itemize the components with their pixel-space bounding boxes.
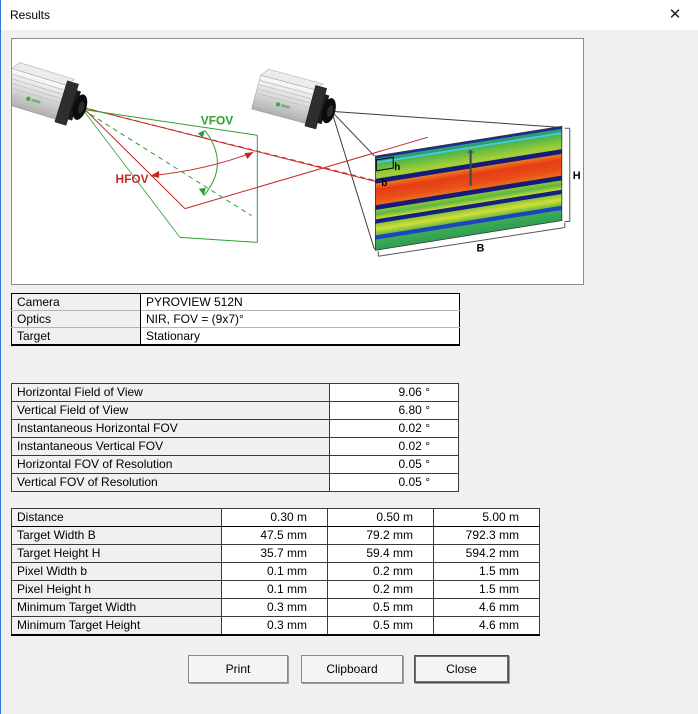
column-header: Distance — [11, 508, 222, 527]
projection-lines — [331, 110, 559, 250]
hfov-lines — [82, 106, 429, 210]
row-label: Camera — [11, 293, 141, 311]
row-label: Horizontal Field of View — [11, 383, 330, 402]
row-label: Target Height H — [11, 544, 222, 563]
column-header: 5.00 m — [433, 508, 540, 527]
pixel-width-label: b — [381, 178, 387, 189]
row-label: Instantaneous Vertical FOV — [11, 437, 330, 456]
row-label: Minimum Target Height — [11, 616, 222, 635]
cell-value: 0.2 mm — [327, 562, 434, 581]
table-row: Target Height H 35.7 mm 59.4 mm 594.2 mm — [11, 544, 540, 563]
column-header: 0.30 m — [221, 508, 328, 527]
table-row: Horizontal FOV of Resolution 0.05 ° — [11, 455, 459, 474]
cell-value: Stationary — [140, 327, 460, 345]
row-label: Target Width B — [11, 526, 222, 545]
cell-value: PYROVIEW 512N — [146, 295, 243, 309]
cell-value: 0.5 mm — [327, 616, 434, 635]
fov-table: Horizontal Field of View 9.06 ° Vertical… — [11, 383, 459, 492]
cell-value: NIR, FOV = (9x7)° — [140, 310, 460, 328]
row-label: Pixel Width b — [11, 562, 222, 581]
target-width-label: B — [477, 242, 485, 254]
camera-info-table: Camera PYROVIEW 512N Optics NIR, FOV = (… — [11, 293, 460, 346]
fov-illustration: HFOV VFOV h b H — [12, 60, 581, 257]
cell-value: 0.02 ° — [329, 437, 459, 456]
table-row: Instantaneous Vertical FOV 0.02 ° — [11, 437, 459, 456]
cell-value: 1.5 mm — [433, 562, 540, 581]
thermal-image — [374, 125, 563, 251]
cell-value: 0.3 mm — [221, 598, 328, 617]
table-row: Target Width B 47.5 mm 79.2 mm 792.3 mm — [11, 526, 540, 545]
cell-value: 1.5 mm — [433, 580, 540, 599]
cell-value: 0.1 mm — [221, 562, 328, 581]
cell-value: 4.6 mm — [433, 598, 540, 617]
close-button[interactable]: Close — [414, 655, 509, 683]
window-title: Results — [10, 8, 51, 22]
fov-illustration-panel: HFOV VFOV h b H — [11, 38, 584, 285]
table-row: Vertical FOV of Resolution 0.05 ° — [11, 473, 459, 492]
table-row: Pixel Width b 0.1 mm 0.2 mm 1.5 mm — [11, 562, 540, 581]
table-row: Target Stationary — [11, 327, 460, 345]
cell-value: 0.3 mm — [221, 616, 328, 635]
row-label: Minimum Target Width — [11, 598, 222, 617]
clipboard-button[interactable]: Clipboard — [301, 655, 403, 683]
cell-value: 0.5 mm — [327, 598, 434, 617]
vfov-lines — [82, 108, 258, 243]
cell-value: 0.02 ° — [329, 419, 459, 438]
title-bar: Results ✕ — [1, 0, 698, 30]
row-label: Target — [11, 327, 141, 345]
target-height-label: H — [573, 170, 581, 182]
cell-value: 9.06 ° — [398, 385, 431, 399]
column-header: 0.50 m — [327, 508, 434, 527]
cell-value: 0.05 ° — [329, 473, 459, 492]
cell-value: 35.7 mm — [221, 544, 328, 563]
left-camera-icon — [12, 60, 94, 130]
row-label: Vertical FOV of Resolution — [11, 473, 330, 492]
cell-value: 0.2 mm — [327, 580, 434, 599]
table-row: Optics NIR, FOV = (9x7)° — [11, 310, 460, 328]
table-row: Pixel Height h 0.1 mm 0.2 mm 1.5 mm — [11, 580, 540, 599]
dimension-lines — [377, 127, 571, 257]
cell-value: 4.6 mm — [433, 616, 540, 635]
table-row: Instantaneous Horizontal FOV 0.02 ° — [11, 419, 459, 438]
right-camera-icon — [250, 67, 342, 133]
vfov-label: VFOV — [201, 113, 233, 127]
cell-value: 59.4 mm — [327, 544, 434, 563]
pixel-box — [375, 156, 394, 172]
pixel-height-label: h — [394, 162, 400, 173]
hfov-label: HFOV — [115, 172, 148, 186]
cell-value: 6.80 ° — [329, 401, 459, 420]
print-button[interactable]: Print — [188, 655, 288, 683]
cell-value: 0.1 mm — [221, 580, 328, 599]
table-row: Camera PYROVIEW 512N — [11, 293, 460, 311]
table-header-row: Distance 0.30 m 0.50 m 5.00 m — [11, 508, 540, 527]
cell-value: 792.3 mm — [433, 526, 540, 545]
cell-value: 47.5 mm — [221, 526, 328, 545]
row-label: Pixel Height h — [11, 580, 222, 599]
cell-value: 79.2 mm — [327, 526, 434, 545]
table-row: Vertical Field of View 6.80 ° — [11, 401, 459, 420]
cell-value: 0.05 ° — [329, 455, 459, 474]
close-icon[interactable]: ✕ — [652, 0, 698, 30]
row-label: Optics — [11, 310, 141, 328]
table-row: Minimum Target Height 0.3 mm 0.5 mm 4.6 … — [11, 616, 540, 635]
row-label: Vertical Field of View — [11, 401, 330, 420]
cell-value: 594.2 mm — [433, 544, 540, 563]
row-label: Horizontal FOV of Resolution — [11, 455, 330, 474]
table-row: Minimum Target Width 0.3 mm 0.5 mm 4.6 m… — [11, 598, 540, 617]
table-row: Horizontal Field of View 9.06 ° — [11, 383, 459, 402]
distance-table: Distance 0.30 m 0.50 m 5.00 m Target Wid… — [11, 508, 540, 636]
row-label: Instantaneous Horizontal FOV — [11, 419, 330, 438]
